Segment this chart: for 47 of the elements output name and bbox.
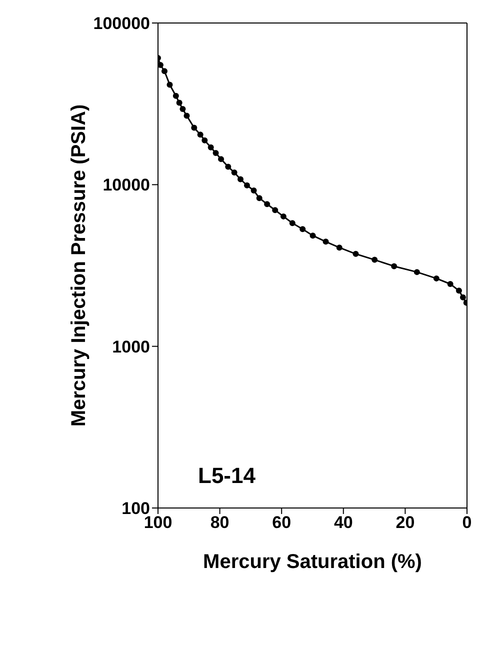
point: [460, 294, 466, 300]
x-axis-title: Mercury Saturation (%): [203, 551, 422, 573]
x-tick-label: 100: [144, 513, 172, 532]
point: [289, 220, 296, 226]
point: [447, 280, 454, 287]
point: [172, 92, 179, 99]
x-tick-label: 80: [210, 513, 230, 532]
point: [212, 150, 219, 156]
point: [336, 244, 342, 251]
point: [197, 132, 204, 138]
point: [238, 176, 244, 182]
x-tick-label: 40: [334, 513, 353, 532]
annotation: L5-14: [198, 463, 256, 489]
point: [352, 250, 359, 257]
x-tick-label: 0: [462, 513, 472, 532]
y-axis-title: Mercury Injection Pressure (PSIA): [68, 104, 90, 427]
point: [322, 238, 329, 245]
point: [166, 82, 173, 88]
point: [272, 207, 278, 214]
point: [310, 232, 316, 239]
point: [208, 144, 214, 150]
point: [191, 124, 198, 131]
point: [184, 112, 190, 119]
point: [250, 188, 257, 194]
point: [300, 226, 306, 232]
point: [264, 201, 270, 208]
point: [256, 195, 262, 202]
point: [280, 213, 286, 220]
point: [244, 182, 250, 188]
x-tick-label: 60: [272, 513, 292, 532]
point: [158, 62, 164, 68]
point: [225, 164, 232, 170]
x-tick-label: 20: [396, 513, 415, 532]
y-tick-label: 10000: [102, 176, 150, 195]
point: [218, 156, 224, 162]
y-tick-label: 100000: [93, 14, 150, 34]
point: [231, 169, 238, 176]
point: [433, 275, 440, 282]
point: [180, 106, 186, 112]
y-tick-label: 1000: [112, 337, 150, 356]
point: [202, 137, 208, 144]
point: [456, 288, 462, 294]
point: [176, 100, 182, 106]
point: [391, 263, 398, 270]
point: [161, 68, 168, 74]
point: [372, 256, 378, 263]
point: [414, 269, 420, 276]
